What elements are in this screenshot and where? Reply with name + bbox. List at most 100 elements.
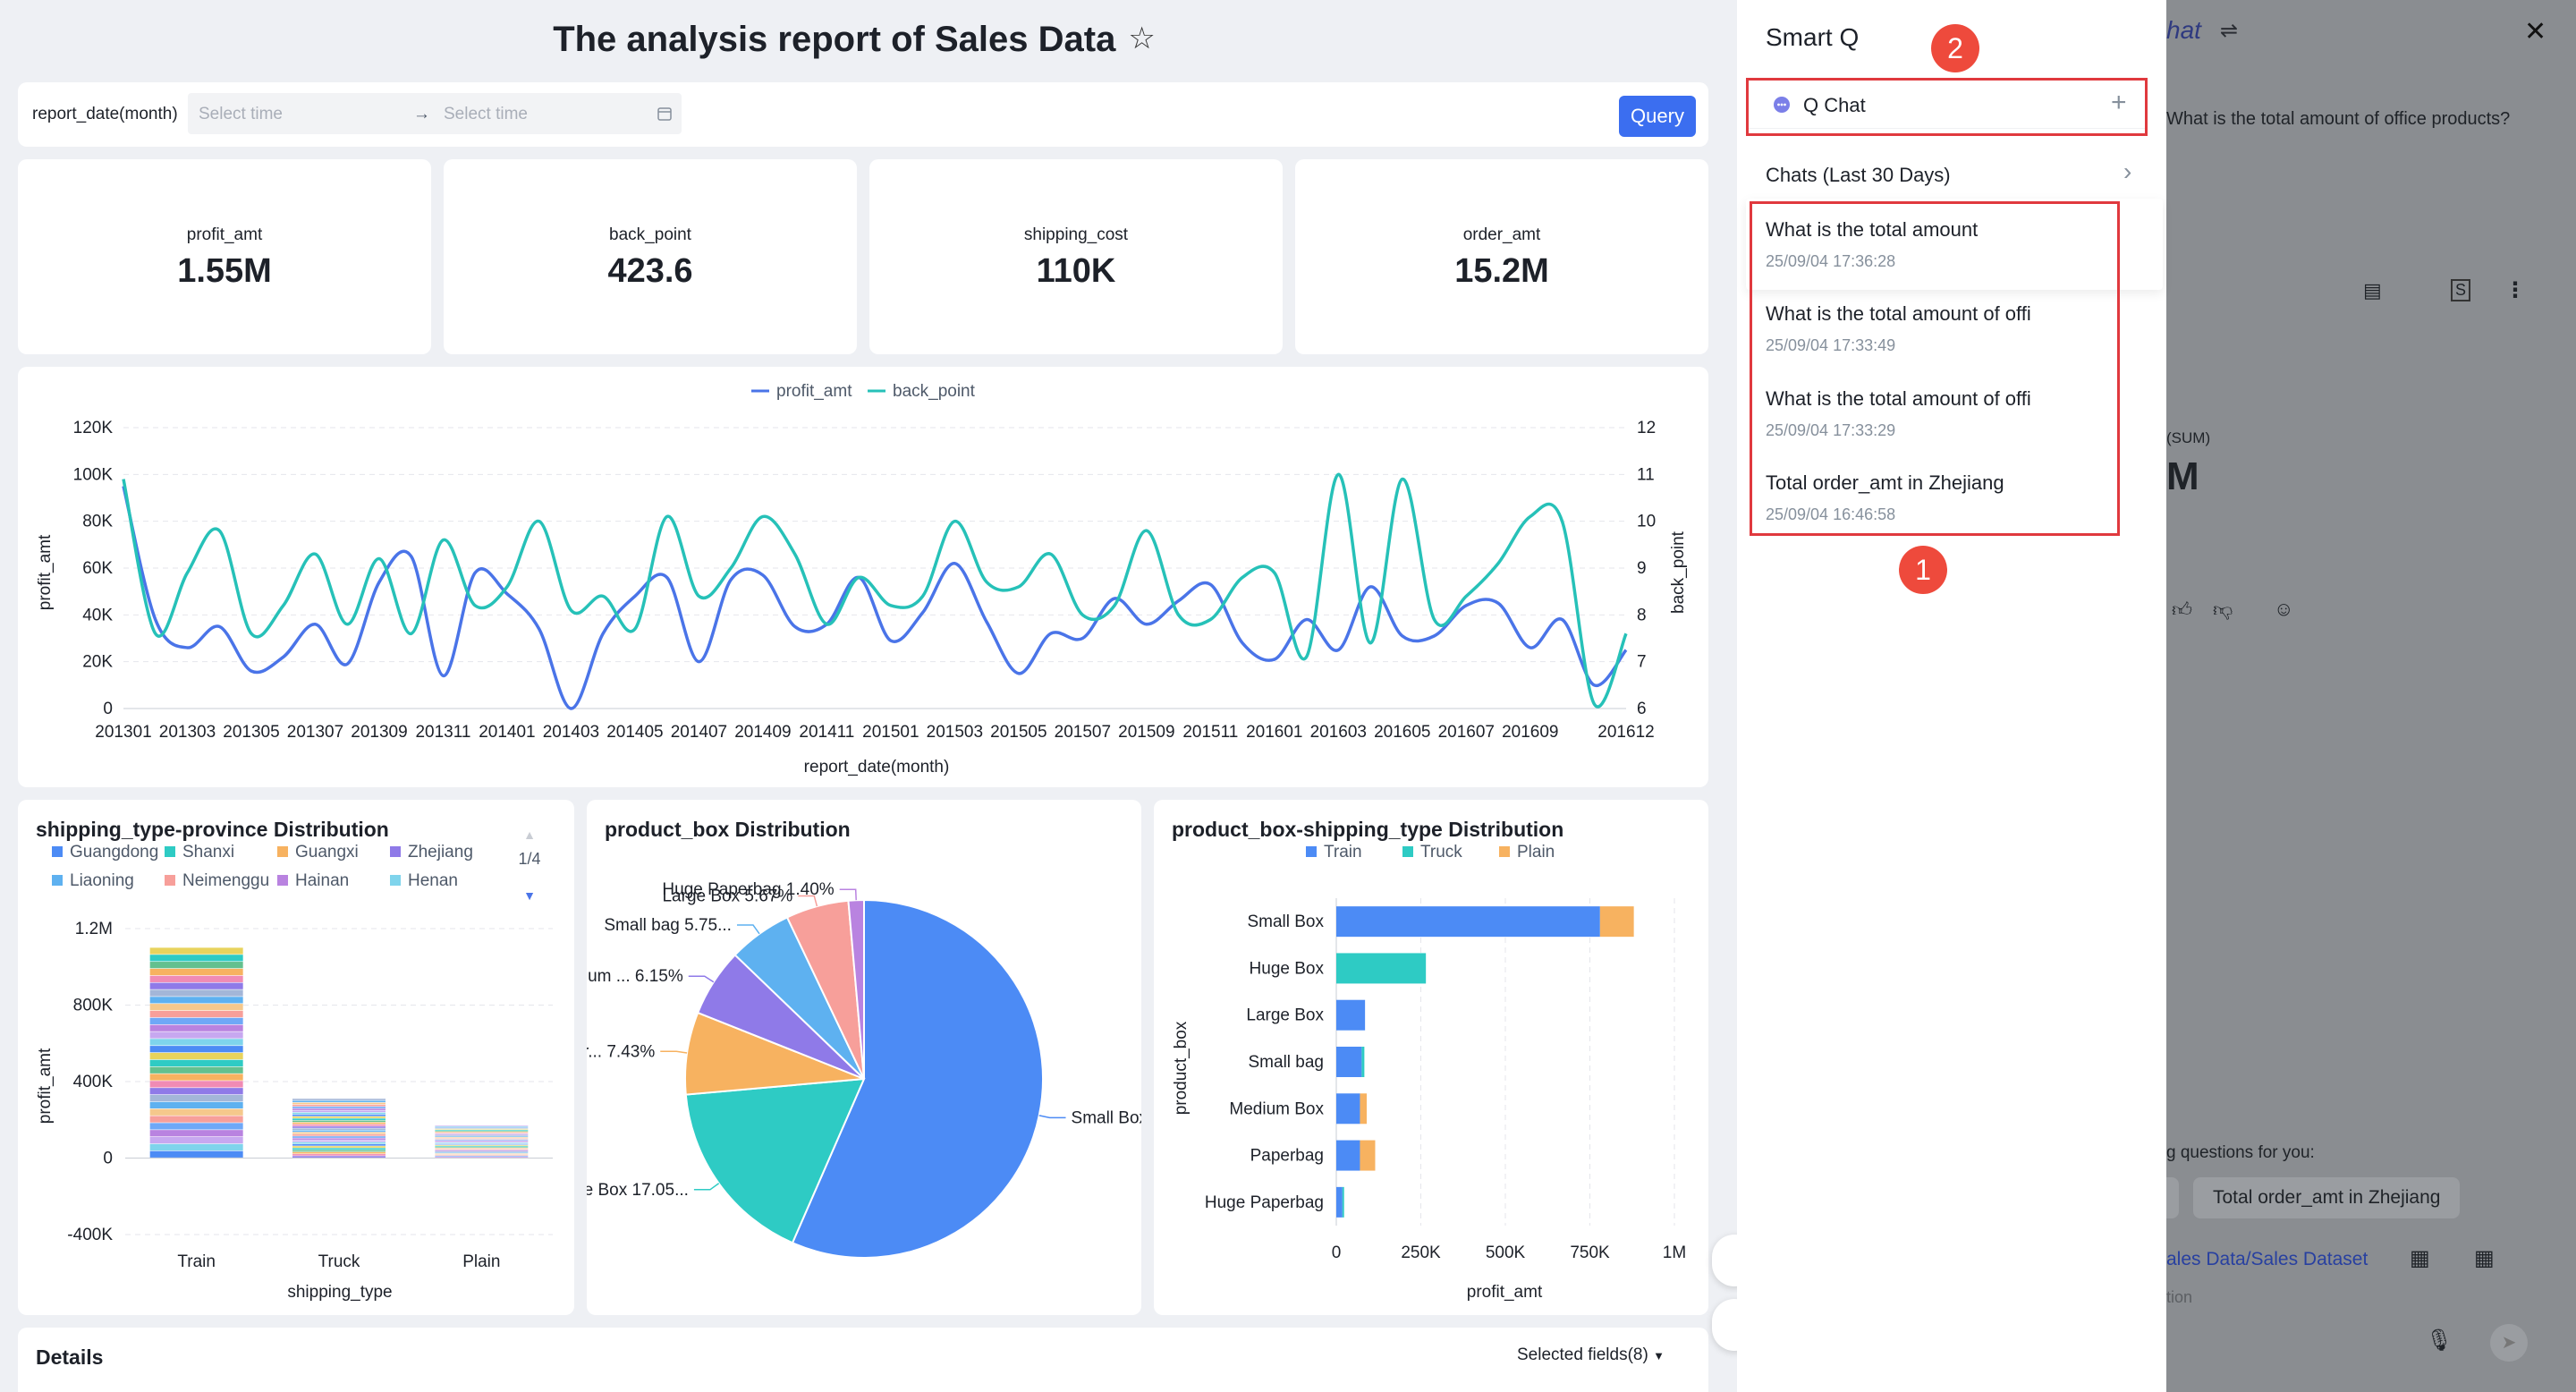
bar-segment[interactable]	[1342, 1186, 1344, 1218]
bar-segment[interactable]	[435, 1154, 529, 1156]
bar-segment[interactable]	[292, 1156, 386, 1158]
bar-segment[interactable]	[1599, 906, 1634, 938]
bar-segment[interactable]	[292, 1151, 386, 1154]
bar-segment[interactable]	[435, 1126, 529, 1127]
bar-segment[interactable]	[149, 1094, 243, 1102]
bar-segment[interactable]	[292, 1100, 386, 1103]
dataset-switch-icon[interactable]: ▦	[2410, 1246, 2430, 1270]
bar-segment[interactable]	[292, 1116, 386, 1118]
bar-segment[interactable]	[149, 1004, 243, 1011]
bar-segment[interactable]	[292, 1120, 386, 1123]
bar-segment[interactable]	[292, 1124, 386, 1126]
bar-segment[interactable]	[435, 1147, 529, 1148]
bar-segment[interactable]	[292, 1118, 386, 1120]
bar-segment[interactable]	[435, 1127, 529, 1129]
plus-icon[interactable]: +	[2111, 88, 2127, 117]
bar-segment[interactable]	[149, 1130, 243, 1137]
bar-segment[interactable]	[292, 1144, 386, 1146]
legend-item[interactable]: Liaoning	[70, 871, 134, 890]
date-range-picker[interactable]: Select time → Select time	[188, 93, 682, 134]
close-icon[interactable]: ✕	[2524, 17, 2547, 47]
stacked-bar-chart[interactable]: Guangdong Shanxi Guangxi Zhejiang Liaoning Ne…	[18, 800, 574, 1315]
dataset-link[interactable]: ales Data/Sales Dataset	[2166, 1249, 2368, 1269]
bar-segment[interactable]	[435, 1133, 529, 1135]
series-line-back-point[interactable]	[122, 472, 1628, 709]
bar-segment[interactable]	[292, 1110, 386, 1113]
bar-segment[interactable]	[149, 989, 243, 997]
bar-segment[interactable]	[435, 1130, 529, 1131]
legend-label-profit[interactable]: profit_amt	[776, 382, 852, 401]
sql-icon[interactable]: S	[2451, 279, 2471, 301]
bar-segment[interactable]	[149, 982, 243, 989]
bar-segment[interactable]	[292, 1138, 386, 1141]
series-line-profit-amt[interactable]	[122, 486, 1628, 710]
bar-segment[interactable]	[292, 1108, 386, 1110]
new-chat-button[interactable]: Q Chat +	[1748, 82, 2147, 129]
line-chart[interactable]: profit_amt back_point 0 20K 40K 60K 80K 100K 1…	[18, 367, 1708, 787]
bar-segment[interactable]	[435, 1150, 529, 1151]
bar-segment[interactable]	[149, 1059, 243, 1067]
bar-segment[interactable]	[1336, 953, 1427, 984]
bar-segment[interactable]	[149, 947, 243, 955]
legend-item[interactable]: Guangxi	[295, 843, 359, 862]
bar-segment[interactable]	[149, 1136, 243, 1144]
bar-segment[interactable]	[149, 1101, 243, 1109]
bar-segment[interactable]	[435, 1132, 529, 1133]
bar-segment[interactable]	[435, 1142, 529, 1144]
bar-segment[interactable]	[149, 1066, 243, 1074]
bar-segment[interactable]	[292, 1104, 386, 1107]
bar-segment[interactable]	[292, 1148, 386, 1150]
thumbs-down-icon[interactable]: 👎︎	[2213, 598, 2233, 621]
bar-segment[interactable]	[1360, 1140, 1376, 1171]
copy-icon[interactable]: ☺	[2274, 598, 2294, 620]
bar-segment[interactable]	[435, 1157, 529, 1158]
bar-segment[interactable]	[435, 1144, 529, 1146]
bar-segment[interactable]	[149, 1123, 243, 1130]
bar-segment[interactable]	[149, 962, 243, 969]
bar-segment[interactable]	[435, 1136, 529, 1137]
bar-segment[interactable]	[292, 1132, 386, 1134]
bar-segment[interactable]	[1336, 1093, 1360, 1125]
bar-segment[interactable]	[292, 1126, 386, 1128]
legend-pager[interactable]: 1/4	[518, 850, 540, 868]
bar-segment[interactable]	[149, 1074, 243, 1081]
bar-segment[interactable]	[149, 1088, 243, 1095]
bar-segment[interactable]	[435, 1146, 529, 1147]
chat-history-item[interactable]: What is the total amount of offi 25/09/0…	[1737, 375, 2113, 452]
pie-slice[interactable]	[791, 898, 1045, 1259]
favorite-star-icon[interactable]: ☆	[1128, 21, 1156, 55]
start-date-input[interactable]: Select time	[199, 105, 283, 123]
bar-segment[interactable]	[292, 1142, 386, 1144]
bar-segment[interactable]	[149, 1116, 243, 1123]
bar-segment[interactable]	[292, 1128, 386, 1130]
bar-segment[interactable]	[149, 1039, 243, 1046]
bar-segment[interactable]	[292, 1146, 386, 1148]
bar-segment[interactable]	[149, 1024, 243, 1031]
bar-segment[interactable]	[149, 1046, 243, 1053]
end-date-input[interactable]: Select time	[444, 105, 528, 123]
legend-item[interactable]: Henan	[408, 871, 458, 890]
bar-segment[interactable]	[1336, 1140, 1360, 1171]
bar-segment[interactable]	[292, 1130, 386, 1133]
pie-chart[interactable]: Small Box 56.55% Huge Box 17.05... Paper..…	[587, 800, 1141, 1315]
bar-segment[interactable]	[435, 1128, 529, 1130]
microphone-icon[interactable]: 🎙︎	[2426, 1328, 2453, 1353]
bar-segment[interactable]	[292, 1112, 386, 1115]
legend-item[interactable]: Guangdong	[70, 843, 158, 862]
bar-segment[interactable]	[149, 1010, 243, 1018]
bar-segment[interactable]	[435, 1131, 529, 1132]
legend-label-back-point[interactable]: back_point	[893, 382, 976, 401]
bar-segment[interactable]	[149, 1143, 243, 1151]
suggestion-chip[interactable]: Total order_amt in Zhejiang	[2193, 1177, 2461, 1218]
bar-segment[interactable]	[435, 1153, 529, 1155]
bar-segment[interactable]	[435, 1141, 529, 1142]
bar-segment[interactable]	[292, 1099, 386, 1100]
bar-segment[interactable]	[149, 997, 243, 1004]
legend-item[interactable]: Hainan	[295, 871, 349, 890]
bar-segment[interactable]	[149, 1081, 243, 1088]
bar-segment[interactable]	[1361, 1047, 1365, 1077]
bar-segment[interactable]	[435, 1148, 529, 1150]
legend-item[interactable]: Zhejiang	[408, 843, 473, 862]
bar-segment[interactable]	[292, 1133, 386, 1136]
chat-history-item[interactable]: What is the total amount of offi 25/09/0…	[1737, 290, 2113, 367]
